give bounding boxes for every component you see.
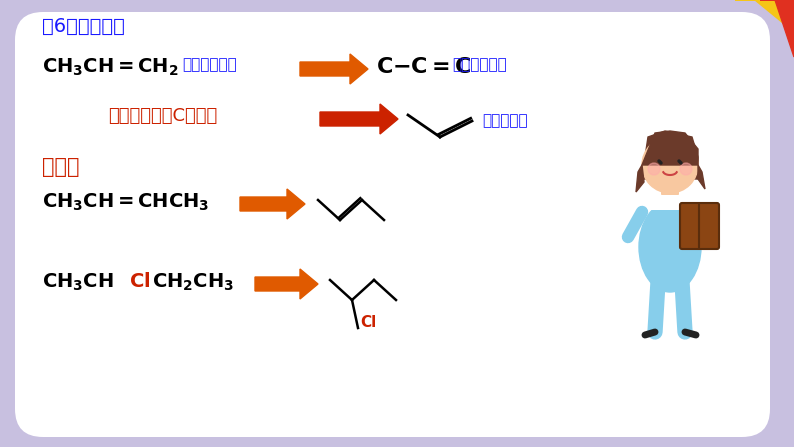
Text: $\mathbf{CH_3CH}$: $\mathbf{CH_3CH}$ xyxy=(42,272,114,293)
Text: Cl: Cl xyxy=(360,315,376,330)
Text: $\mathbf{C{-}C{=}C}$: $\mathbf{C{-}C{=}C}$ xyxy=(376,57,472,77)
Text: $\mathbf{CH_2CH_3}$: $\mathbf{CH_2CH_3}$ xyxy=(152,272,234,293)
Circle shape xyxy=(642,137,698,193)
FancyBboxPatch shape xyxy=(15,12,770,437)
FancyBboxPatch shape xyxy=(661,179,679,195)
Polygon shape xyxy=(642,131,698,165)
Circle shape xyxy=(648,163,660,175)
Polygon shape xyxy=(255,269,318,299)
Text: $\mathbf{CH_3CH{=}CHCH_3}$: $\mathbf{CH_3CH{=}CHCH_3}$ xyxy=(42,192,210,213)
FancyBboxPatch shape xyxy=(647,192,693,210)
Polygon shape xyxy=(300,54,368,84)
Text: $\mathbf{Cl}$: $\mathbf{Cl}$ xyxy=(129,272,150,291)
Text: 由碳架式省略C后即成: 由碳架式省略C后即成 xyxy=(108,107,218,125)
Polygon shape xyxy=(636,165,644,192)
Polygon shape xyxy=(735,0,794,32)
Polygon shape xyxy=(642,131,698,179)
Text: （结构简式）: （结构简式） xyxy=(182,57,237,72)
Polygon shape xyxy=(240,189,305,219)
Text: （键线式）: （键线式） xyxy=(482,113,528,128)
Ellipse shape xyxy=(639,202,701,292)
Text: （6）键线式：: （6）键线式： xyxy=(42,17,125,36)
Polygon shape xyxy=(320,104,398,134)
Circle shape xyxy=(680,163,692,175)
Text: 再如：: 再如： xyxy=(42,157,79,177)
FancyBboxPatch shape xyxy=(680,203,719,249)
Polygon shape xyxy=(698,165,705,189)
Polygon shape xyxy=(760,0,794,57)
Text: $\mathbf{CH_3CH{=}CH_2}$: $\mathbf{CH_3CH{=}CH_2}$ xyxy=(42,57,179,78)
Text: （碳架结构）: （碳架结构） xyxy=(452,57,507,72)
